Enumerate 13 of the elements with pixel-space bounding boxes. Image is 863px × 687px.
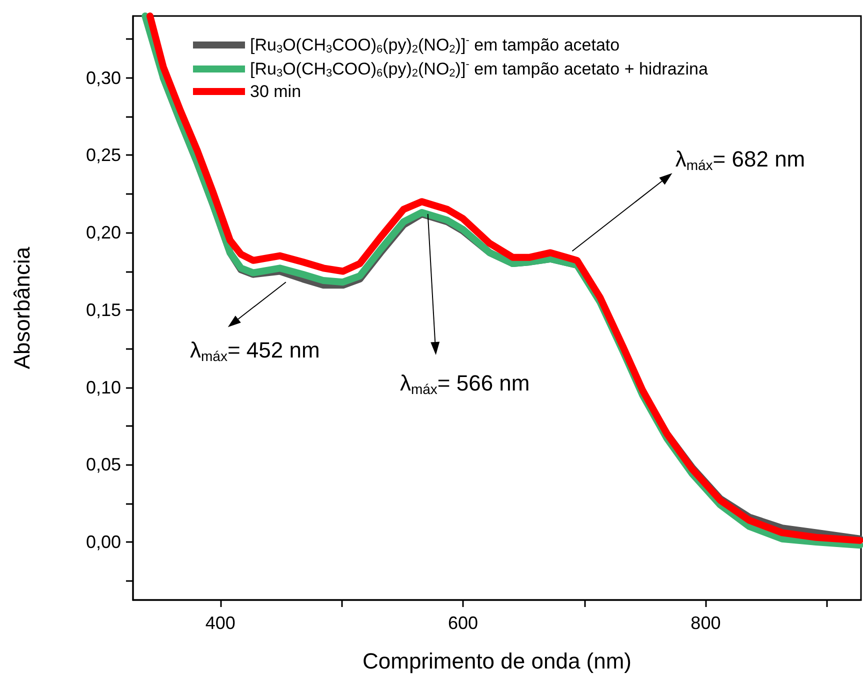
x-axis-title: Comprimento de onda (nm) — [362, 648, 632, 674]
y-axis-title: Absorbância — [10, 246, 34, 370]
y-tick-label: 0,25 — [86, 145, 121, 166]
x-tick-label: 400 — [205, 613, 236, 633]
legend-label: 30 min — [250, 82, 302, 101]
y-tick-label: 0,20 — [86, 222, 121, 243]
y-tick-label: 0,00 — [86, 532, 121, 552]
y-tick-label: 0,15 — [86, 300, 121, 320]
y-tick-label: 0,10 — [86, 377, 121, 398]
y-tick-label: 0,05 — [86, 454, 121, 475]
x-tick-label: 600 — [448, 613, 478, 633]
x-tick-label: 800 — [690, 613, 721, 633]
y-tick-label: 0,30 — [86, 68, 121, 88]
